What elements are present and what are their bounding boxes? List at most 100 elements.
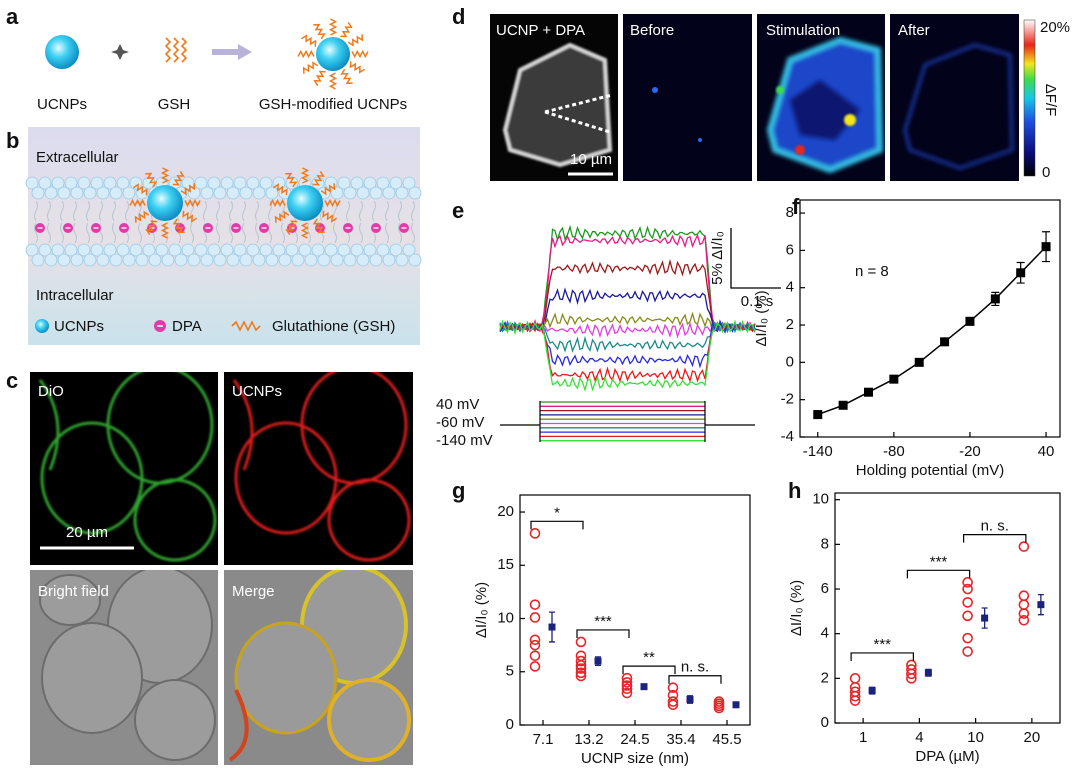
data-point — [962, 610, 973, 622]
nanoparticle — [45, 35, 79, 69]
voltage-protocol — [500, 401, 755, 442]
y-tick-label: 8 — [821, 535, 829, 552]
ligand — [172, 170, 185, 186]
hotspot — [844, 114, 856, 126]
lipid-head — [246, 243, 260, 257]
data-point — [1041, 242, 1051, 252]
mean-marker — [594, 657, 602, 665]
data-point — [667, 682, 679, 694]
data-point — [889, 374, 899, 384]
data-point — [529, 634, 541, 646]
x-tick-label: 10 — [967, 729, 984, 746]
significance-label: *** — [594, 613, 612, 630]
plot-frame — [519, 494, 751, 726]
ligand — [172, 218, 185, 234]
significance-bracket — [668, 675, 722, 684]
cell — [790, 80, 860, 140]
lipid-tail — [112, 200, 116, 244]
lipid-tail — [34, 200, 38, 244]
lipid-head — [38, 176, 52, 190]
lipid-head — [31, 186, 45, 200]
lipid-head — [213, 186, 227, 200]
voltage-label: 40 mV — [436, 396, 479, 413]
lipid-head — [324, 243, 338, 257]
significance-bracket — [530, 520, 584, 530]
lipid-head — [64, 176, 78, 190]
lipid-head — [155, 243, 169, 257]
lipid-head — [181, 243, 195, 257]
voltage-label: -60 mV — [436, 414, 484, 431]
image-label: After — [898, 22, 930, 39]
lipid-tail — [216, 200, 220, 244]
lipid-head — [343, 186, 357, 200]
lipid-head — [389, 176, 403, 190]
significance-label: n. s. — [681, 659, 709, 676]
ligand — [312, 170, 325, 186]
significance-bracket — [622, 665, 676, 675]
lipid-head — [278, 253, 292, 267]
data-point — [1018, 614, 1030, 626]
lipid-head — [298, 243, 312, 257]
data-point — [1018, 541, 1030, 552]
current-trace — [499, 322, 756, 383]
cell-outline — [38, 372, 217, 562]
lipid-head — [363, 243, 377, 257]
lipid-head — [103, 176, 117, 190]
data-point — [849, 695, 861, 706]
lipid-head — [395, 186, 409, 200]
item-label: GSH — [158, 96, 191, 113]
mean-marker — [686, 695, 694, 703]
ligand — [349, 61, 365, 74]
lipid-tail — [86, 200, 90, 244]
y-tick-label: 4 — [786, 279, 794, 296]
lipid-head — [395, 253, 409, 267]
x-axis-label: DPA (µM) — [915, 748, 979, 765]
lipid-head — [109, 186, 123, 200]
x-tick-label: 4 — [915, 729, 923, 746]
lipid-head — [44, 253, 58, 267]
lipid-head — [382, 186, 396, 200]
lipid-head — [311, 243, 325, 257]
micrograph — [890, 14, 1019, 181]
lipid-head — [96, 253, 110, 267]
lipid-head — [337, 243, 351, 257]
data-point — [621, 687, 633, 699]
image-label: Bright field — [38, 583, 109, 600]
panel-e: e 5% ΔI/I₀ 0.1 s 40 mV -60 mV -140 mV — [436, 198, 781, 449]
item-label: GSH-modified UCNPs — [259, 96, 407, 113]
panel-label: c — [6, 368, 18, 393]
image-label: Stimulation — [766, 22, 840, 39]
lipid-tail — [255, 200, 259, 244]
colorbar-max: 20% — [1040, 19, 1070, 36]
y-tick-label: -2 — [781, 391, 794, 408]
lipid-head — [122, 186, 136, 200]
lipid-head — [272, 243, 286, 257]
membrane-background — [28, 127, 420, 345]
legend-label: UCNPs — [54, 318, 104, 335]
mean-marker — [981, 614, 989, 622]
x-tick-label: 13.2 — [574, 731, 603, 748]
lipid-head — [246, 176, 260, 190]
data-point — [529, 528, 541, 539]
lipid-head — [265, 253, 279, 267]
data-point — [990, 294, 1000, 304]
lipid-head — [77, 243, 91, 257]
data-point — [575, 670, 587, 682]
data-point — [529, 612, 541, 623]
lipid-head — [161, 253, 175, 267]
significance-label: n. s. — [981, 518, 1009, 535]
hotspot — [795, 145, 805, 155]
lipid-head — [187, 253, 201, 267]
ligand — [160, 222, 170, 239]
significance-bracket — [906, 569, 971, 579]
data-line — [817, 246, 1047, 416]
lipid-tail — [242, 200, 246, 244]
colorbar — [1023, 19, 1036, 177]
significance-label: *** — [930, 553, 948, 570]
data-point — [849, 673, 861, 684]
panel-label: h — [788, 478, 801, 503]
data-point — [863, 387, 873, 397]
lipid-head — [70, 253, 84, 267]
lipid-head — [207, 243, 221, 257]
data-point — [575, 655, 587, 667]
